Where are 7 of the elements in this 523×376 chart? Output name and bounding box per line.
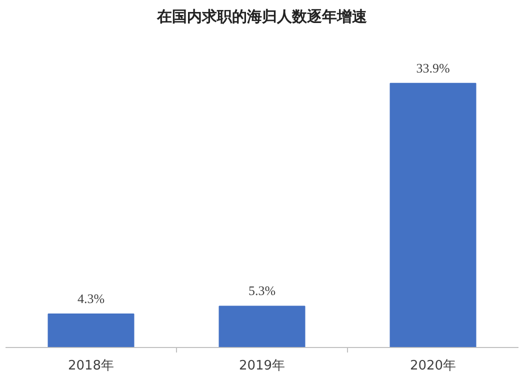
data-label: 5.3% [248, 283, 276, 298]
x-tick-label: 2018年 [68, 358, 114, 374]
x-tick-label: 2020年 [410, 358, 456, 374]
data-label: 33.9% [416, 60, 450, 76]
x-tick-label: 2019年 [238, 358, 286, 374]
data-label: 4.3% [77, 290, 105, 306]
chart-title: 在国内求职的海归人数逐年增速 [156, 8, 368, 26]
